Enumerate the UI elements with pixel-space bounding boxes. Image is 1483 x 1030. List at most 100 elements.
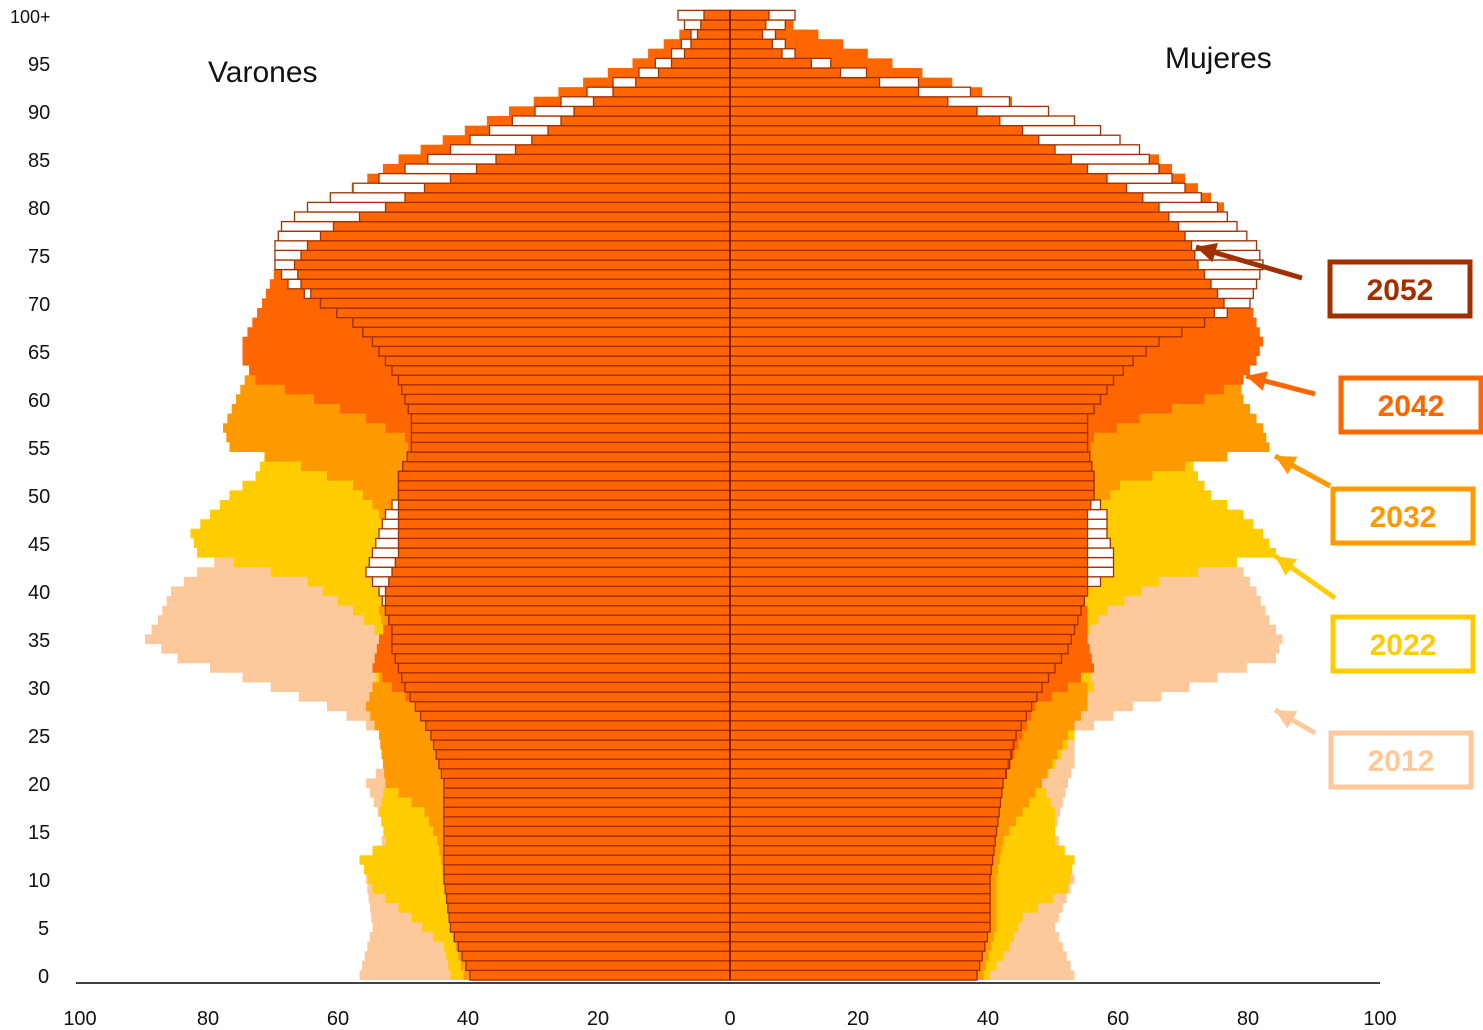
callout-box-2022 xyxy=(1330,614,1476,674)
bar-2052-fill-women-age-87 xyxy=(729,134,1040,146)
callout-box-2042 xyxy=(1338,375,1483,435)
bars-2052 xyxy=(274,9,1264,981)
bar-2052-fill-men-age-61 xyxy=(401,384,731,396)
bar-2052-fill-women-age-35 xyxy=(729,633,1072,645)
bar-2052-fill-men-age-17 xyxy=(443,806,731,818)
callout-label-2042: 2042 xyxy=(1378,390,1445,423)
bar-2052-fill-men-age-3 xyxy=(457,940,731,952)
callout-label-2032: 2032 xyxy=(1370,501,1437,534)
bar-2052-fill-men-age-11 xyxy=(443,864,731,876)
bar-2052-fill-women-age-47 xyxy=(729,518,1089,530)
bar-2052-fill-men-age-35 xyxy=(391,633,731,645)
bar-2052-fill-women-age-74 xyxy=(729,259,1199,271)
bar-2052-fill-men-age-63 xyxy=(391,364,731,376)
bar-2052-fill-men-age-50 xyxy=(397,489,731,501)
bar-2052-fill-women-age-19 xyxy=(729,787,1003,799)
x-tick-label: 40 xyxy=(457,1008,479,1030)
bar-2052-fill-women-age-98 xyxy=(729,28,764,40)
bar-2052-fill-women-age-7 xyxy=(729,902,991,914)
bar-2052-fill-women-age-95 xyxy=(729,57,812,69)
bar-2052-fill-women-age-27 xyxy=(729,710,1028,722)
y-tick-label: 50 xyxy=(28,486,50,508)
bar-2052-fill-men-age-1 xyxy=(465,960,731,972)
bar-2052-fill-women-age-65 xyxy=(729,345,1147,357)
bar-2052-fill-women-age-14 xyxy=(729,835,996,847)
bar-2052-fill-men-age-68 xyxy=(352,316,731,328)
bar-2052-fill-men-age-59 xyxy=(407,403,731,415)
bar-2052-fill-women-age-86 xyxy=(729,144,1056,156)
callout-arrowhead-2052 xyxy=(1196,243,1219,263)
bar-2052-fill-women-age-50 xyxy=(729,489,1095,501)
bar-2052-fill-women-age-85 xyxy=(729,153,1072,165)
bar-2052-fill-men-age-47 xyxy=(397,518,731,530)
bar-2052-fill-men-age-8 xyxy=(445,892,731,904)
bar-2052-fill-women-age-66 xyxy=(729,336,1160,348)
bar-2052-fill-women-age-77 xyxy=(729,230,1186,242)
y-tick-label: 80 xyxy=(28,198,50,220)
bar-2052-fill-women-age-75 xyxy=(729,249,1196,261)
bar-2052-fill-men-age-43 xyxy=(394,556,731,568)
bar-2052-fill-women-age-84 xyxy=(729,163,1089,175)
bar-2052-fill-women-age-89 xyxy=(729,115,1001,127)
bar-2052-fill-men-age-66 xyxy=(371,336,731,348)
bar-2052-fill-women-age-55 xyxy=(729,441,1089,453)
bar-2052-fill-men-age-93 xyxy=(635,76,731,88)
bar-2052-fill-women-age-78 xyxy=(729,220,1180,232)
bar-2052-fill-women-age-26 xyxy=(729,720,1022,732)
y-tick-label: 5 xyxy=(38,918,49,940)
bar-2052-fill-women-age-71 xyxy=(729,288,1219,300)
bar-2052-fill-women-age-16 xyxy=(729,816,999,828)
bar-2052-fill-men-age-6 xyxy=(448,912,731,924)
bar-2052-fill-men-age-46 xyxy=(397,528,731,540)
x-tick-label: 20 xyxy=(847,1008,869,1030)
bar-2052-fill-men-age-69 xyxy=(336,307,731,319)
x-tick-label: 100 xyxy=(1363,1008,1396,1030)
bar-2052-fill-men-age-76 xyxy=(306,240,731,252)
bar-2052-fill-women-age-6 xyxy=(729,912,991,924)
y-tick-label: 35 xyxy=(28,630,50,652)
bar-2052-fill-women-age-93 xyxy=(729,76,881,88)
bar-2052-fill-women-age-61 xyxy=(729,384,1108,396)
bar-2052-fill-women-age-64 xyxy=(729,355,1134,367)
bar-2052-fill-men-age-71 xyxy=(310,288,731,300)
bar-2052-fill-women-age-63 xyxy=(729,364,1124,376)
bar-2052-fill-women-age-94 xyxy=(729,67,842,79)
bar-2052-fill-men-age-88 xyxy=(547,124,731,136)
bar-2052-fill-men-age-97 xyxy=(690,38,731,50)
bar-2052-fill-men-age-94 xyxy=(657,67,731,79)
bar-2052-fill-women-age-68 xyxy=(729,316,1206,328)
bar-2052-fill-men-age-27 xyxy=(419,710,731,722)
x-tick-label: 0 xyxy=(724,1008,735,1030)
bar-2052-fill-men-age-34 xyxy=(391,643,731,655)
bar-2052-fill-men-age-20 xyxy=(443,777,731,789)
bar-2052-fill-men-age-22 xyxy=(438,758,731,770)
bar-2052-fill-women-age-70 xyxy=(729,297,1225,309)
bar-2052-fill-men-age-15 xyxy=(443,825,731,837)
bar-2052-fill-men-age-13 xyxy=(443,844,731,856)
bar-2052-fill-women-age-5 xyxy=(729,921,991,933)
bar-2052-fill-men-age-73 xyxy=(297,268,731,280)
bar-2052-fill-women-age-59 xyxy=(729,403,1095,415)
bar-2052-fill-men-age-45 xyxy=(397,537,731,549)
bar-2052-fill-men-age-36 xyxy=(391,624,731,636)
bar-2052-fill-women-age-18 xyxy=(729,796,1002,808)
bar-2052-fill-men-age-80 xyxy=(384,201,731,213)
bar-2052-fill-women-age-40 xyxy=(729,585,1089,597)
bar-2052-fill-men-age-70 xyxy=(319,297,731,309)
callout-box-2032 xyxy=(1330,486,1476,546)
bar-2052-fill-men-age-52 xyxy=(397,470,731,482)
bar-2052-fill-women-age-49 xyxy=(729,499,1092,511)
bar-2052-fill-women-age-8 xyxy=(729,892,991,904)
bar-2052-fill-men-age-99 xyxy=(700,19,731,31)
y-tick-label: 20 xyxy=(28,774,50,796)
callout-box-2052 xyxy=(1327,259,1473,319)
bar-2052-fill-women-age-57 xyxy=(729,422,1089,434)
bar-2052-fill-men-age-32 xyxy=(397,662,731,674)
bar-2052-fill-women-age-38 xyxy=(729,604,1082,616)
bar-2052-fill-women-age-92 xyxy=(729,86,920,98)
bar-2052-fill-men-age-9 xyxy=(444,883,731,895)
bar-2052-fill-men-age-55 xyxy=(410,441,731,453)
bar-2052-fill-women-age-81 xyxy=(729,192,1144,204)
bar-2052-fill-women-age-100 xyxy=(729,9,770,21)
bar-2052-fill-women-age-52 xyxy=(729,470,1095,482)
